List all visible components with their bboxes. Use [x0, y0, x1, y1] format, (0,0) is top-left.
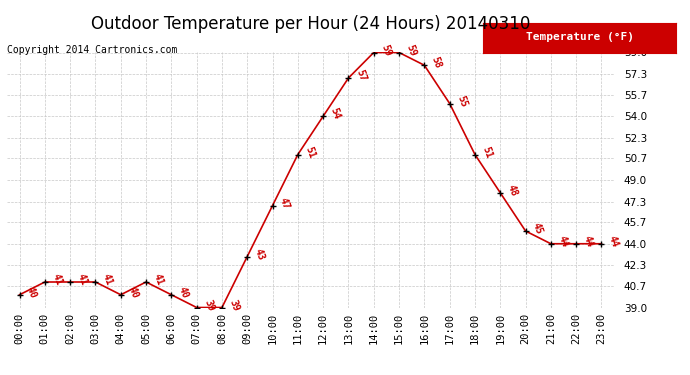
- Text: Copyright 2014 Cartronics.com: Copyright 2014 Cartronics.com: [7, 45, 177, 55]
- Text: 57: 57: [354, 68, 367, 83]
- Text: Temperature (°F): Temperature (°F): [526, 33, 633, 42]
- Text: 55: 55: [455, 94, 469, 108]
- Text: 43: 43: [253, 247, 266, 261]
- Text: 45: 45: [531, 221, 544, 236]
- Text: 44: 44: [556, 234, 570, 249]
- Text: 54: 54: [328, 106, 342, 121]
- Text: 59: 59: [404, 43, 418, 57]
- Text: 40: 40: [25, 285, 39, 300]
- Text: 51: 51: [480, 145, 494, 159]
- Text: 41: 41: [76, 272, 89, 287]
- Text: 41: 41: [101, 272, 115, 287]
- Text: 40: 40: [126, 285, 139, 300]
- Text: 44: 44: [582, 234, 595, 249]
- Text: 39: 39: [228, 298, 241, 312]
- Text: 40: 40: [177, 285, 190, 300]
- Text: 48: 48: [506, 183, 519, 198]
- Text: 47: 47: [278, 196, 291, 210]
- Text: 59: 59: [380, 43, 393, 57]
- Text: 41: 41: [152, 272, 165, 287]
- Text: Outdoor Temperature per Hour (24 Hours) 20140310: Outdoor Temperature per Hour (24 Hours) …: [91, 15, 530, 33]
- Text: 41: 41: [50, 272, 63, 287]
- Text: 58: 58: [430, 56, 443, 70]
- Text: 51: 51: [304, 145, 317, 159]
- Text: 39: 39: [202, 298, 215, 312]
- Text: 44: 44: [607, 234, 620, 249]
